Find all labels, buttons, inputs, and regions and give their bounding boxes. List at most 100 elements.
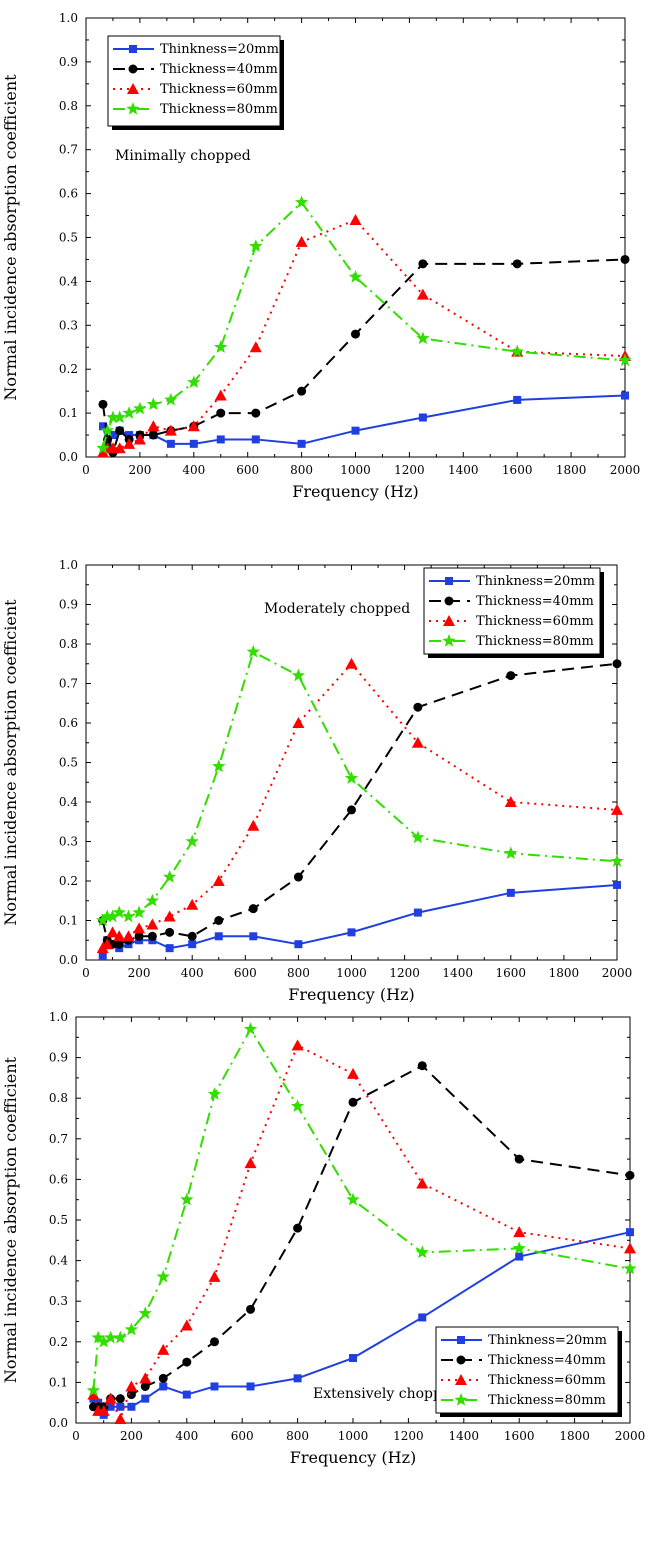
data-point <box>108 431 117 440</box>
data-point <box>349 1354 357 1363</box>
legend-marker <box>128 64 138 74</box>
data-point <box>121 909 136 923</box>
legend-entry: Thinkness=20mm <box>488 1333 607 1348</box>
data-point <box>251 408 261 418</box>
data-point <box>351 426 360 435</box>
y-tick-label: 0.1 <box>59 914 78 928</box>
x-tick-label: 800 <box>286 1429 309 1443</box>
data-point <box>158 1373 168 1383</box>
legend-marker <box>454 1393 468 1406</box>
data-point <box>290 1099 305 1112</box>
y-tick-label: 0.3 <box>49 1294 68 1308</box>
x-tick-label: 400 <box>181 966 204 980</box>
data-point <box>626 1228 634 1237</box>
data-point <box>251 435 260 444</box>
data-point <box>122 406 136 419</box>
data-point <box>86 1383 101 1397</box>
legend-entry: Thickness=80mm <box>488 1393 606 1408</box>
x-tick-label: 400 <box>175 1429 198 1443</box>
x-tick-label: 600 <box>231 1429 254 1443</box>
data-point <box>156 1269 170 1283</box>
x-tick-label: 200 <box>128 966 151 980</box>
data-point <box>214 389 227 401</box>
y-tick-label: 0.0 <box>59 953 78 967</box>
data-point <box>623 1261 637 1275</box>
data-point <box>618 353 632 367</box>
y-axis-label: Normal incidence absorption coefficient <box>1 74 20 401</box>
y-tick-label: 0.6 <box>49 1172 68 1186</box>
x-tick-label: 400 <box>182 463 205 477</box>
data-point <box>97 1404 110 1416</box>
y-tick-label: 0.9 <box>59 598 78 612</box>
data-point <box>297 386 307 396</box>
data-point <box>147 931 157 941</box>
data-point <box>159 1382 168 1391</box>
x-tick-label: 1000 <box>336 966 367 980</box>
x-tick-label: 800 <box>287 966 310 980</box>
chart-annotation: Moderately chopped <box>264 601 410 617</box>
x-tick-label: 2000 <box>602 966 633 980</box>
data-point <box>294 195 309 209</box>
legend-marker <box>442 634 456 647</box>
data-point <box>214 340 228 353</box>
data-point <box>165 944 174 953</box>
x-axis-label: Frequency (Hz) <box>288 985 415 1004</box>
data-point <box>351 329 360 339</box>
x-tick-label: 2000 <box>615 1429 646 1443</box>
y-tick-label: 0.2 <box>59 362 78 376</box>
data-point <box>125 1380 138 1392</box>
data-point <box>162 870 177 883</box>
data-point <box>188 940 197 949</box>
legend-marker <box>444 596 454 606</box>
data-point <box>349 213 362 225</box>
data-point <box>134 931 144 941</box>
y-tick-label: 0.5 <box>59 756 78 770</box>
series-square <box>89 1228 634 1419</box>
chart-annotation: Extensively chopped <box>313 1386 459 1402</box>
data-point <box>514 1154 524 1164</box>
data-point <box>214 932 223 941</box>
legend-marker <box>126 102 140 115</box>
legend-entry: Thinkness=20mm <box>476 574 595 589</box>
series-line <box>92 1044 631 1420</box>
data-point <box>139 1372 152 1384</box>
series-star <box>96 195 632 454</box>
data-point <box>98 399 108 409</box>
y-tick-label: 0.3 <box>59 318 78 332</box>
data-point <box>418 413 427 422</box>
data-point <box>180 1319 193 1331</box>
legend-entry: Thinkness=20mm <box>160 42 279 57</box>
data-point <box>113 410 127 424</box>
series-triangle <box>96 213 631 458</box>
data-point <box>133 922 146 934</box>
data-point <box>506 888 515 897</box>
data-point <box>106 410 120 424</box>
x-tick-label: 1600 <box>496 966 527 980</box>
series-line <box>92 1231 631 1416</box>
series-star <box>96 644 624 927</box>
x-tick-label: 1000 <box>340 463 371 477</box>
y-tick-label: 0.2 <box>59 874 78 888</box>
data-point <box>295 235 308 247</box>
data-point <box>115 1394 125 1404</box>
x-tick-label: 1600 <box>502 463 533 477</box>
y-tick-label: 0.2 <box>49 1335 68 1349</box>
x-tick-label: 1600 <box>504 1429 535 1443</box>
y-tick-label: 0.1 <box>59 406 78 420</box>
data-point <box>133 401 147 415</box>
data-point <box>512 1241 526 1255</box>
y-tick-label: 0.5 <box>59 231 78 245</box>
data-point <box>293 1374 302 1383</box>
data-point <box>411 830 425 844</box>
data-point <box>344 771 359 784</box>
y-tick-label: 0.0 <box>49 1416 68 1430</box>
data-point <box>345 657 358 669</box>
y-axis-label: Normal incidence absorption coefficient <box>1 599 20 926</box>
data-point <box>122 930 135 942</box>
data-point <box>413 702 423 712</box>
x-tick-label: 1400 <box>449 1429 480 1443</box>
series-line <box>102 201 626 449</box>
data-point <box>416 288 429 300</box>
data-point <box>146 918 159 930</box>
data-point <box>186 898 199 910</box>
